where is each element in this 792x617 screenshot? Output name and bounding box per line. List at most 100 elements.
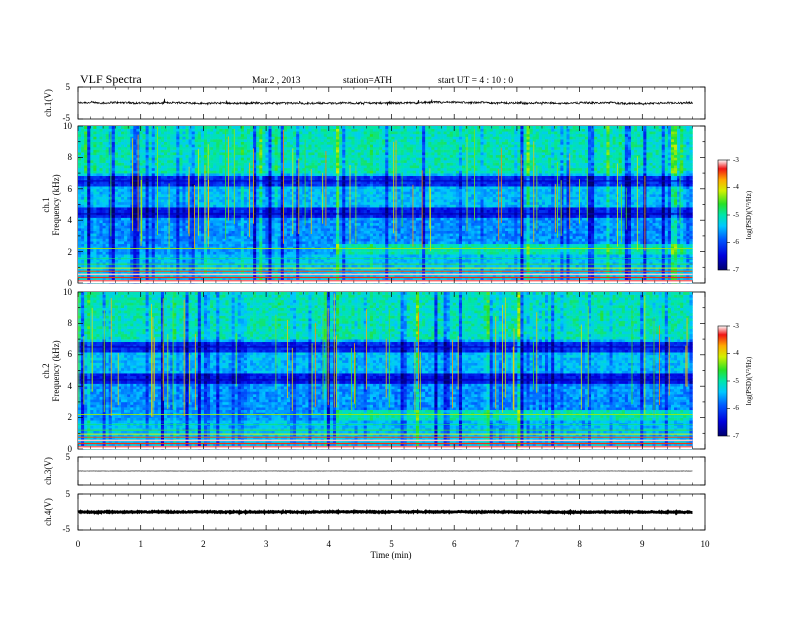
spec-cell-1: [118, 131, 121, 134]
header-date: Mar.2 , 2013: [252, 76, 301, 86]
spec-cell-1: [87, 210, 90, 213]
ch1-ytick-top: 5: [66, 82, 71, 92]
spec-cell-1: [152, 129, 155, 132]
spec-cell-1: [90, 207, 93, 210]
spec-cell-1: [121, 239, 124, 242]
spec-cell-1: [161, 157, 164, 160]
spec-cell-1: [90, 126, 93, 129]
spec-cell-1: [127, 126, 130, 129]
spec-cell-1: [90, 184, 93, 187]
spec-cell-1: [106, 231, 109, 234]
spec-cell-1: [109, 241, 112, 244]
spec-cell-1: [170, 189, 173, 192]
spec-cell-1: [155, 252, 158, 255]
spec-cell-1: [124, 249, 127, 252]
spec-cell-1: [96, 257, 99, 260]
spec-cell-1: [96, 210, 99, 213]
spec-cell-1: [106, 254, 109, 257]
spec-cell-1: [179, 136, 182, 139]
spec-cell-1: [176, 189, 179, 192]
spec-cell-1: [118, 197, 121, 200]
spec-cell-1: [124, 215, 127, 218]
spec-cell-1: [100, 176, 103, 179]
spec-cell-1: [133, 199, 136, 202]
spec-cell-1: [103, 184, 106, 187]
spec-cell-1: [127, 168, 130, 171]
spec-cell-1: [112, 236, 115, 239]
spec-cell-1: [146, 210, 149, 213]
spec-cell-1: [127, 170, 130, 173]
spec-cell-1: [90, 165, 93, 168]
spec-cell-1: [78, 126, 81, 129]
spec-cell-1: [161, 259, 164, 262]
spec-cell-1: [84, 152, 87, 155]
spec-cell-1: [170, 129, 173, 132]
spec-cell-1: [182, 218, 185, 221]
spec-cell-1: [100, 163, 103, 166]
spec-cell-1: [109, 225, 112, 228]
spec-cell-1: [121, 173, 124, 176]
spec-cell-1: [161, 205, 164, 208]
spec-cell-1: [106, 155, 109, 158]
spec-cell-1: [161, 218, 164, 221]
spec-cell-1: [167, 155, 170, 158]
spec-cell-1: [90, 150, 93, 153]
spec-cell-1: [161, 186, 164, 189]
spec-cell-1: [179, 207, 182, 210]
spec-cell-1: [133, 215, 136, 218]
spec-cell-1: [93, 254, 96, 257]
spec-cell-1: [170, 225, 173, 228]
spec-cell-1: [136, 257, 139, 260]
spec-cell-1: [161, 163, 164, 166]
spec-cell-1: [121, 228, 124, 231]
spec-cell-1: [170, 126, 173, 129]
spec-cell-1: [84, 170, 87, 173]
spec-cell-1: [146, 157, 149, 160]
spec-cell-1: [81, 257, 84, 260]
spec-cell-1: [112, 197, 115, 200]
spec-cell-1: [176, 150, 179, 153]
spec-cell-1: [173, 233, 176, 236]
spec-cell-1: [173, 129, 176, 132]
spec-cell-1: [139, 254, 142, 257]
spec-cell-1: [149, 220, 152, 223]
spec-cell-1: [179, 254, 182, 257]
spec-cell-1: [90, 239, 93, 242]
spec-cell-1: [109, 160, 112, 163]
spec-cell-1: [133, 233, 136, 236]
spec-cell-1: [130, 252, 133, 255]
spec-cell-1: [118, 205, 121, 208]
spec-cell-1: [158, 150, 161, 153]
spec-cell-1: [179, 244, 182, 247]
spec-cell-1: [90, 233, 93, 236]
spec-cell-1: [152, 194, 155, 197]
spec-cell-1: [121, 218, 124, 221]
spec-cell-1: [87, 163, 90, 166]
spec-cell-1: [127, 144, 130, 147]
spec-cell-1: [161, 241, 164, 244]
spec-cell-1: [84, 142, 87, 145]
spec-cell-1: [84, 231, 87, 234]
spec-cell-1: [133, 126, 136, 129]
spec-cell-1: [152, 231, 155, 234]
spec-cell-1: [78, 254, 81, 257]
spec-cell-1: [176, 176, 179, 179]
spec-cell-1: [109, 170, 112, 173]
spec-cell-1: [84, 150, 87, 153]
spec-cell-1: [115, 210, 118, 213]
spec-cell-1: [124, 236, 127, 239]
spec-cell-1: [139, 173, 142, 176]
spec-cell-1: [127, 194, 130, 197]
spec-cell-1: [78, 136, 81, 139]
spec-cell-1: [106, 144, 109, 147]
spec-cell-1: [152, 157, 155, 160]
spec-cell-1: [152, 252, 155, 255]
spec-cell-1: [149, 126, 152, 129]
spec-cell-1: [176, 155, 179, 158]
spec-cell-1: [93, 139, 96, 142]
spec-cell-1: [182, 205, 185, 208]
spec-cell-1: [139, 170, 142, 173]
spec-cell-1: [81, 150, 84, 153]
spec-cell-1: [84, 249, 87, 252]
spec-cell-1: [133, 134, 136, 137]
